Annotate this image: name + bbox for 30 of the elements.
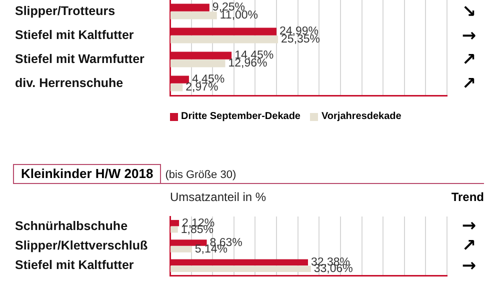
y-tick-label: Slipper/Klettverschluß [15, 238, 148, 252]
data-label: 25,35% [281, 34, 320, 46]
y-tick-label: Slipper/Trotteurs [15, 4, 116, 18]
bar [170, 36, 278, 44]
x-axis-title: Umsatzanteil in % [170, 190, 266, 204]
bar [170, 226, 178, 233]
bar [170, 60, 226, 68]
y-tick-label: Stiefel mit Kaltfutter [15, 258, 134, 272]
text: Trend [451, 190, 484, 204]
text: ↗ [460, 74, 478, 94]
text: ↗ [460, 236, 478, 256]
text: ↗ [460, 50, 478, 70]
bar [170, 246, 192, 252]
chart-subtitle: (bis Größe 30) [165, 168, 236, 183]
bar [170, 84, 183, 92]
text: → [460, 26, 478, 46]
text: → [460, 216, 478, 236]
y-tick-label: Stiefel mit Warmfutter [15, 52, 145, 66]
bar [170, 12, 217, 20]
y-tick-label: div. Herrenschuhe [15, 76, 124, 90]
legend-label: Vorjahresdekade [321, 111, 402, 122]
text: ↘ [460, 2, 478, 22]
y-tick-label: Stiefel mit Kaltfutter [15, 28, 134, 42]
text: → [460, 256, 478, 276]
legend-label: Dritte September-Dekade [181, 111, 300, 122]
chart-title: Kleinkinder H/W 2018 [13, 164, 162, 183]
bar [170, 266, 311, 272]
data-label: 12,96% [228, 58, 268, 70]
y-tick-label: Schnürhalbschuhe [15, 218, 128, 233]
data-label: 2,97% [186, 82, 218, 94]
